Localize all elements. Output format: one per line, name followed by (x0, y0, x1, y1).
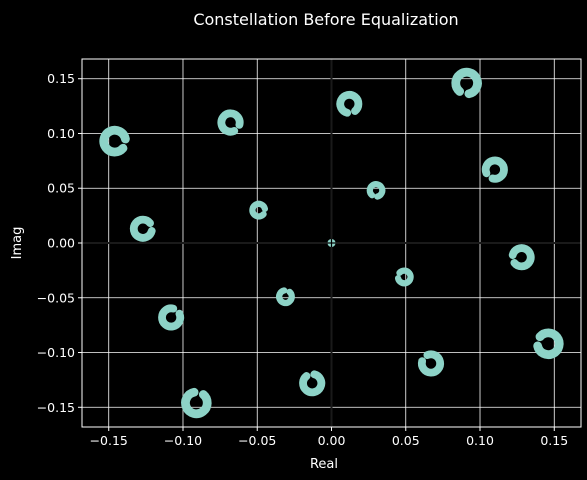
constellation-point (217, 109, 244, 136)
point-arc (181, 387, 212, 419)
point-arc (99, 125, 130, 157)
constellation-point (181, 387, 212, 419)
constellation-point (394, 267, 414, 287)
point-arc (276, 287, 295, 307)
y-tick-label: 0.10 (47, 126, 75, 141)
constellation-points (99, 67, 564, 419)
point-arc (417, 350, 445, 377)
x-tick-label: 0.05 (392, 433, 420, 448)
point-arc (481, 156, 508, 183)
point-arc (217, 109, 244, 136)
chart-title: Constellation Before Equalization (193, 10, 458, 29)
constellation-point (327, 239, 336, 247)
y-axis-label: Imag (10, 227, 25, 260)
x-tick-label: −0.05 (238, 433, 276, 448)
constellation-point (451, 67, 482, 99)
x-tick-label: 0.15 (540, 433, 568, 448)
y-tick-label: 0.05 (47, 181, 75, 196)
x-tick-label: −0.10 (164, 433, 202, 448)
point-arc (508, 244, 535, 271)
x-tick-label: 0.10 (466, 433, 494, 448)
constellation-point (508, 244, 535, 271)
point-arc (158, 304, 185, 331)
constellation-point (417, 350, 445, 377)
y-tick-label: 0.15 (47, 71, 75, 86)
y-axis-ticks: −0.15 −0.10 −0.05 0.00 0.05 0.10 0.15 (37, 71, 82, 415)
x-tick-label: 0.00 (318, 433, 346, 448)
constellation-point (99, 125, 130, 157)
constellation-point (533, 328, 564, 360)
y-tick-label: −0.05 (37, 290, 75, 305)
point-arc (336, 90, 363, 117)
point-arc (394, 267, 414, 287)
point-arc (451, 67, 482, 99)
constellation-point (249, 200, 269, 220)
point-arc (249, 200, 269, 220)
y-tick-label: −0.15 (37, 400, 75, 415)
point-arc (129, 215, 156, 242)
y-tick-label: 0.00 (47, 236, 75, 251)
constellation-point (366, 181, 386, 200)
constellation-point (129, 215, 156, 242)
x-axis-label: Real (310, 457, 338, 472)
y-tick-label: −0.10 (37, 345, 75, 360)
point-arc (533, 328, 564, 360)
constellation-point (481, 156, 508, 183)
constellation-point (336, 90, 363, 117)
x-tick-label: −0.15 (90, 433, 128, 448)
point-arc (366, 181, 386, 200)
constellation-point (158, 304, 185, 331)
x-axis-ticks: −0.15 −0.10 −0.05 0.00 0.05 0.10 0.15 (90, 427, 568, 448)
constellation-point (299, 370, 326, 397)
point-arc (299, 370, 326, 397)
constellation-point (276, 287, 295, 307)
